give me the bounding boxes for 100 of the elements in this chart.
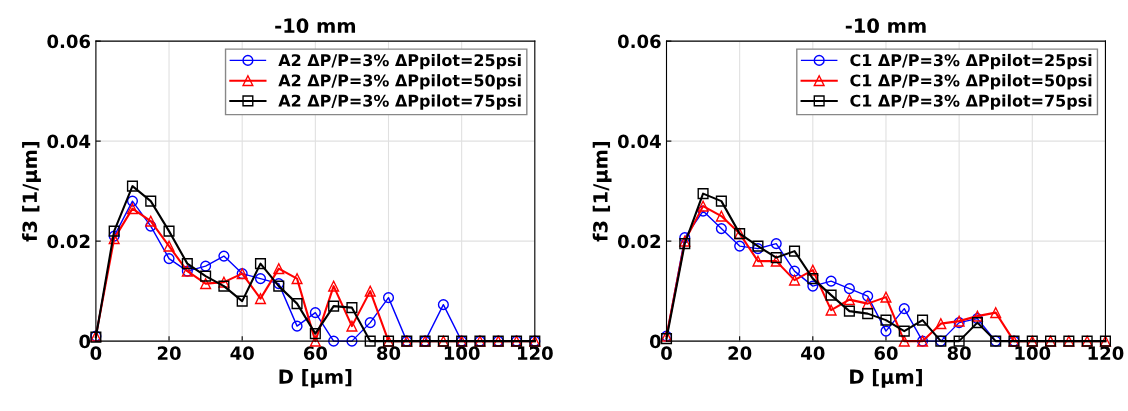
point [309, 328, 321, 340]
point [163, 225, 175, 237]
point [328, 280, 340, 292]
point [200, 260, 212, 272]
point [309, 335, 321, 347]
point [163, 253, 175, 265]
point [200, 278, 212, 290]
point [807, 280, 819, 292]
x-tick-label: 100 [1015, 346, 1051, 360]
point [145, 195, 157, 207]
x-axis-title: D [μm] [279, 369, 352, 388]
point [236, 295, 248, 307]
point [145, 215, 157, 227]
point [254, 273, 267, 285]
point [291, 320, 303, 332]
point [862, 308, 874, 320]
point [807, 273, 819, 285]
x-tick-label: 40 [801, 346, 825, 360]
point [788, 274, 801, 286]
point [843, 305, 855, 317]
point [163, 240, 175, 252]
chart-title: -10 mm [275, 18, 356, 34]
point [254, 293, 267, 305]
y-tick-label: 0.04 [47, 134, 91, 149]
point [935, 318, 947, 330]
legend-label: A2 ΔP/P=3% ΔPpilot=75psi [278, 94, 521, 110]
point [218, 280, 230, 292]
point [971, 317, 983, 329]
point [145, 220, 157, 232]
point [254, 258, 267, 270]
point [346, 320, 358, 332]
y-tick-label: 0.02 [47, 234, 90, 249]
point [825, 289, 837, 301]
point [697, 200, 709, 212]
point [346, 302, 358, 314]
x-tick-label: 0 [661, 346, 672, 360]
y-tick-label: 0.04 [617, 134, 661, 149]
y-tick-label: 0.06 [617, 34, 661, 49]
point [126, 195, 139, 207]
x-tick-label: 120 [1088, 346, 1124, 360]
legend-label: A2 ΔP/P=3% ΔPpilot=25psi [278, 53, 521, 70]
y-tick-label: 0.06 [47, 34, 91, 49]
y-axis-title: f3 [1/μm] [22, 141, 41, 242]
point [825, 304, 837, 316]
point [218, 250, 230, 262]
point [770, 238, 782, 250]
point [108, 225, 120, 237]
point [898, 335, 910, 347]
point [181, 258, 193, 270]
x-tick-label: 20 [728, 346, 752, 360]
x-tick-label: 120 [518, 346, 553, 360]
point [825, 275, 837, 287]
point [218, 276, 230, 288]
x-tick-label: 40 [230, 346, 254, 360]
point [291, 273, 303, 285]
y-tick-label: 0 [79, 334, 91, 349]
point [807, 264, 819, 276]
point [291, 298, 303, 310]
chart-title: -10 mm [845, 18, 926, 34]
x-tick-label: 0 [90, 346, 102, 360]
point [715, 223, 727, 235]
point [697, 188, 709, 200]
point [715, 210, 727, 222]
point [843, 283, 855, 295]
legend-label: C1 ΔP/P=3% ΔPpilot=50psi [850, 74, 1092, 90]
point [715, 195, 727, 207]
x-tick-label: 100 [444, 346, 480, 360]
point [364, 317, 376, 329]
point [898, 303, 910, 315]
point [200, 270, 212, 282]
y-axis-title: f3 [1/μm] [592, 141, 612, 242]
point [953, 335, 965, 347]
point [309, 307, 321, 319]
point [898, 325, 910, 337]
point [126, 203, 139, 215]
x-tick-label: 20 [157, 346, 181, 360]
x-tick-label: 80 [947, 346, 971, 360]
y-tick-label: 0.02 [617, 234, 661, 249]
point [364, 285, 376, 297]
point [862, 298, 874, 310]
legend-label: C1 ΔP/P=3% ΔPpilot=25psi [850, 53, 1092, 70]
point [364, 335, 376, 347]
point [734, 240, 746, 252]
point [382, 292, 395, 304]
point [273, 263, 285, 275]
point [328, 335, 340, 347]
point [788, 245, 801, 257]
point [990, 307, 1002, 319]
point [916, 314, 929, 326]
point [880, 325, 892, 337]
point [126, 180, 139, 192]
x-tick-label: 60 [303, 346, 328, 360]
x-tick-label: 60 [874, 346, 898, 360]
point [437, 299, 449, 311]
point [862, 290, 874, 302]
legend-label: C1 ΔP/P=3% ΔPpilot=75psi [850, 94, 1092, 110]
x-tick-label: 80 [377, 346, 401, 360]
point [328, 300, 340, 312]
point [880, 291, 892, 303]
legend-label: A2 ΔP/P=3% ΔPpilot=50psi [278, 74, 521, 90]
